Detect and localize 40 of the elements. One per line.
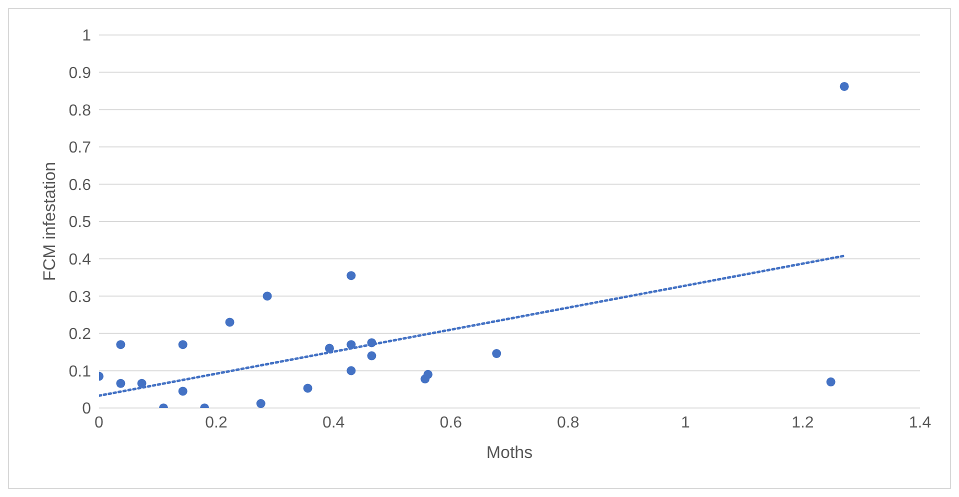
- y-tick-label: 0.5: [68, 214, 92, 232]
- y-tick-label: 0.3: [68, 288, 92, 306]
- y-tick-label: 0: [82, 400, 92, 418]
- y-tick-label: 0.6: [68, 176, 92, 194]
- x-tick-label: 0.6: [440, 414, 462, 432]
- point: [367, 351, 376, 360]
- y-tick-label: 0.4: [68, 251, 92, 268]
- point: [492, 349, 502, 358]
- y-tick-label: 0.1: [68, 363, 92, 380]
- point: [225, 318, 234, 327]
- point: [826, 377, 836, 386]
- point: [303, 384, 312, 393]
- point: [367, 338, 376, 348]
- y-axis-title: FCM infestation: [40, 162, 60, 282]
- point: [178, 340, 188, 350]
- x-tick-label: 1: [680, 414, 690, 432]
- x-tick-label: 0.4: [322, 414, 345, 432]
- point: [116, 378, 126, 388]
- x-axis-title: Moths: [486, 443, 533, 462]
- x-tick-label: 0.8: [557, 414, 580, 432]
- y-tick-label: 0.8: [68, 102, 92, 120]
- point: [256, 399, 266, 408]
- point: [137, 378, 146, 388]
- point: [262, 292, 272, 301]
- point: [423, 370, 432, 379]
- point: [178, 386, 188, 396]
- y-tick-label: 0.2: [68, 326, 92, 344]
- point: [116, 340, 126, 350]
- point: [346, 366, 356, 376]
- y-tick-label: 0.7: [68, 140, 92, 157]
- y-tick-label: 1: [82, 28, 92, 45]
- point: [346, 271, 356, 280]
- x-tick-label: 0: [94, 414, 104, 432]
- x-tick-label: 1.2: [792, 414, 814, 432]
- point: [346, 340, 356, 350]
- point: [840, 82, 849, 91]
- point: [324, 344, 334, 353]
- x-tick-label: 1.4: [908, 414, 932, 432]
- x-tick-label: 0.2: [205, 414, 228, 432]
- y-tick-label: 0.9: [68, 64, 92, 82]
